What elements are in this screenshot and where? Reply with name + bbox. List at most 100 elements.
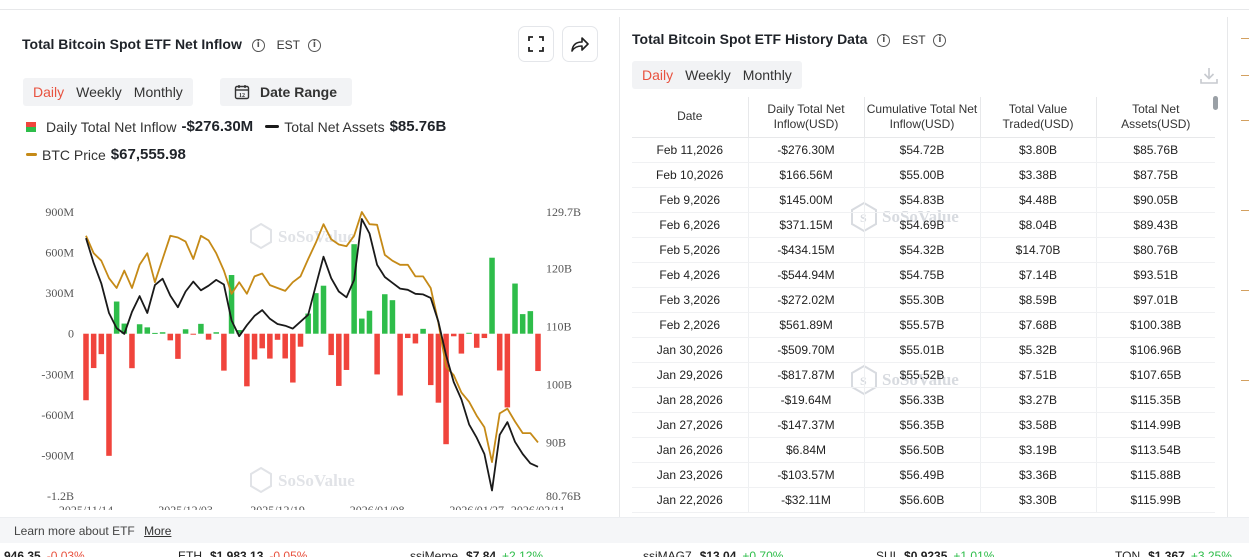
ticker-item[interactable]: TON $1.367 +3.25%: [1115, 549, 1232, 557]
fullscreen-button[interactable]: [518, 26, 554, 62]
timezone-info-icon[interactable]: i: [307, 38, 321, 52]
cell-daily-inflow: $561.89M: [748, 312, 865, 338]
inflow-bar: [443, 333, 449, 445]
table-row: Feb 6,2026 $371.15M $54.69B $8.04B $89.43B: [632, 212, 1215, 238]
inflow-bar: [489, 257, 495, 334]
tab-weekly[interactable]: Weekly: [76, 84, 122, 100]
cell-daily-inflow: -$32.11M: [748, 487, 865, 513]
cell-daily-inflow: $6.84M: [748, 437, 865, 463]
ticker-change: -0.03%: [46, 549, 85, 557]
table-header-row: Date Daily Total Net Inflow(USD) Cumulat…: [632, 97, 1215, 138]
cell-daily-inflow: -$509.70M: [748, 337, 865, 363]
btc-legend-value: $67,555.98: [110, 146, 186, 163]
cell-value-traded: $14.70B: [980, 237, 1097, 263]
watermark: SoSoValue: [250, 466, 355, 494]
table-row: Jan 22,2026 -$32.11M $56.60B $3.30B $115.99B: [632, 487, 1215, 513]
more-link[interactable]: More: [144, 524, 172, 538]
cell-cumulative-inflow: $54.32B: [864, 237, 981, 263]
ticker-change: +0.70%: [742, 549, 784, 557]
inflow-bar: [366, 310, 373, 334]
inflow-bar: [90, 333, 97, 369]
inflow-bar: [473, 333, 480, 348]
inflow-bar: [527, 311, 534, 334]
inflow-bar: [98, 333, 105, 355]
y-right-tick-label: 90B: [546, 435, 566, 449]
inflow-bar: [182, 329, 189, 334]
inflow-bar: [313, 293, 319, 334]
cell-value-traded: $3.27B: [980, 387, 1097, 413]
tab-weekly[interactable]: Weekly: [685, 67, 731, 83]
cell-daily-inflow: -$103.57M: [748, 462, 865, 488]
ticker-item[interactable]: 946.35 -0.03%: [0, 549, 85, 557]
cell-net-assets: $115.88B: [1096, 462, 1215, 488]
cell-net-assets: $90.05B: [1096, 187, 1215, 213]
column-header-cumulative-inflow: Cumulative Total Net Inflow(USD): [864, 97, 981, 138]
cell-date: Feb 9,2026: [632, 187, 749, 213]
cell-net-assets: $93.51B: [1096, 262, 1215, 288]
inflow-bar: [152, 332, 158, 334]
ticker-symbol: ssiMAG7: [643, 549, 692, 557]
ticker-item[interactable]: SUI $0.9235 +1.01%: [876, 549, 994, 557]
table-row: Feb 9,2026 $145.00M $54.83B $4.48B $90.05B: [632, 187, 1215, 213]
ticker-change: +1.01%: [953, 549, 995, 557]
ticker-bar: 946.35 -0.03% ETH $1,983.13 -0.05% ssiMeme $7.…: [0, 546, 1249, 557]
net-inflow-panel: Total Bitcoin Spot ETF Net Inflow i EST …: [0, 10, 612, 517]
cell-value-traded: $3.38B: [980, 162, 1097, 188]
tab-monthly[interactable]: Monthly: [133, 84, 183, 100]
timezone-info-icon[interactable]: i: [933, 33, 947, 47]
tab-daily[interactable]: Daily: [33, 84, 65, 100]
info-icon[interactable]: i: [251, 38, 265, 52]
inflow-legend-swatch: [26, 121, 36, 132]
info-icon[interactable]: i: [877, 33, 891, 47]
cell-daily-inflow: -$544.94M: [748, 262, 865, 288]
tab-daily[interactable]: Daily: [642, 67, 674, 83]
ticker-symbol: TON: [1115, 549, 1141, 557]
y-right-tick-label: 129.7B: [546, 205, 581, 219]
net-inflow-title: Total Bitcoin Spot ETF Net Inflow: [22, 36, 242, 52]
inflow-bar: [159, 332, 166, 334]
inflow-bar: [167, 333, 174, 341]
inflow-bar: [458, 333, 465, 354]
inflow-bar: [244, 333, 250, 387]
net-inflow-title-row: Total Bitcoin Spot ETF Net Inflow i EST …: [22, 36, 321, 52]
cell-net-assets: $89.43B: [1096, 212, 1215, 238]
date-range-button[interactable]: 12 Date Range: [220, 78, 352, 106]
cell-daily-inflow: $145.00M: [748, 187, 865, 213]
cell-net-assets: $80.76B: [1096, 237, 1215, 263]
inflow-bar: [320, 285, 327, 334]
cell-date: Jan 27,2026: [632, 412, 749, 438]
cell-net-assets: $85.76B: [1096, 137, 1215, 163]
download-icon[interactable]: [1198, 65, 1220, 87]
inflow-period-tabs: Daily Weekly Monthly: [23, 78, 193, 106]
ticker-item[interactable]: ETH $1,983.13 -0.05%: [178, 549, 307, 557]
inflow-bar: [504, 333, 511, 408]
inflow-bar: [144, 327, 151, 334]
inflow-bar: [198, 323, 204, 334]
tab-monthly[interactable]: Monthly: [742, 67, 792, 83]
x-axis: 2025/11/14 2025/12/03 2025/12/19 2026/01/08…: [59, 503, 565, 510]
inflow-bar: [228, 275, 235, 334]
inflow-bar: [190, 333, 197, 335]
inflow-bar: [435, 333, 442, 403]
inflow-bar: [251, 333, 258, 360]
share-button[interactable]: [562, 26, 598, 62]
cell-net-assets: $107.65B: [1096, 362, 1215, 388]
y-axis-right: 129.7B 120B 110B 100B 90B 80.76B: [546, 205, 581, 503]
cell-value-traded: $8.59B: [980, 287, 1097, 313]
table-row: Feb 4,2026 -$544.94M $54.75B $7.14B $93.51B: [632, 262, 1215, 288]
inflow-bar: [481, 333, 488, 339]
cell-date: Jan 23,2026: [632, 462, 749, 488]
cell-value-traded: $7.51B: [980, 362, 1097, 388]
table-scrollbar[interactable]: [1213, 96, 1218, 110]
inflow-bar: [412, 333, 419, 344]
y-right-tick-label: 100B: [546, 377, 572, 391]
cell-cumulative-inflow: $54.83B: [864, 187, 981, 213]
inflow-bar: [175, 333, 181, 359]
y-right-tick-label: 120B: [546, 261, 572, 275]
inflow-bar: [205, 333, 212, 340]
cell-cumulative-inflow: $54.75B: [864, 262, 981, 288]
ticker-item[interactable]: ssiMAG7 $13.04 +0.70%: [643, 549, 783, 557]
ticker-item[interactable]: ssiMeme $7.84 +2.12%: [410, 549, 543, 557]
cell-value-traded: $4.48B: [980, 187, 1097, 213]
inflow-bar: [282, 333, 288, 359]
